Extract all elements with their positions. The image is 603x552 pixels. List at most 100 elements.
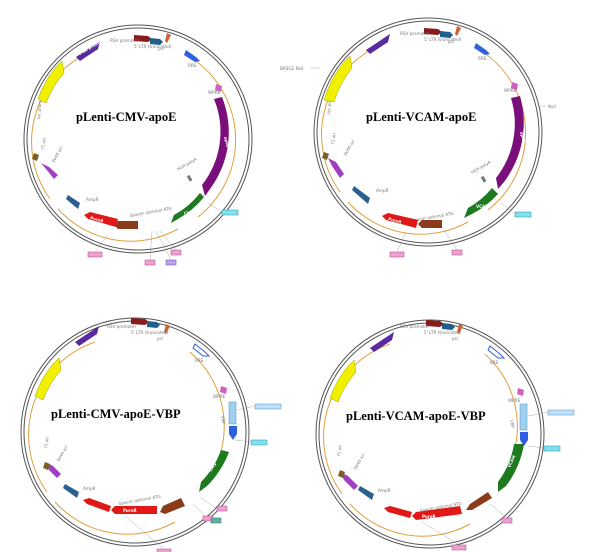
rre-label: RRE [188, 63, 197, 68]
bottom-tag-3 [165, 259, 177, 266]
ampr-label: AmpR [83, 486, 96, 491]
spacer-feature [466, 492, 492, 510]
rsv-promoter-feature [426, 320, 444, 327]
bottom-tag-4 [170, 249, 182, 256]
rsv-promoter-label: RSV promoter [107, 324, 136, 329]
psi-label: psi [157, 336, 163, 341]
spacer-label: Spacer optional ATG [118, 494, 161, 506]
puro-label: PuroR [388, 216, 402, 224]
apoe-cds-label: apoE [223, 136, 231, 148]
puro-feature-2 [384, 506, 412, 518]
inner-arc-left [31, 48, 99, 200]
apoe-cds-feature [520, 432, 528, 446]
rre-feature [192, 343, 211, 357]
cppt-marker [220, 386, 227, 394]
rsv-promoter-feature [134, 35, 152, 42]
utr-label: 5' LTR (truncated) [134, 44, 172, 49]
sv40-feature [41, 163, 58, 179]
pgk-feature [75, 326, 99, 346]
inner-arc-left [321, 41, 389, 193]
wpre-label: WPRE [504, 88, 517, 93]
bottom-tag-2 [501, 517, 513, 524]
wpre-label: WPRE [208, 90, 221, 95]
puro-label: PuroR [90, 215, 104, 223]
sv40-label: SV40 ori [353, 453, 366, 471]
vcam-feature [498, 444, 524, 492]
hgh-polya-marker [186, 174, 193, 182]
puro-label: PuroR [123, 508, 137, 513]
bottom-tag-4 [210, 517, 222, 524]
vbp-label: VBP [509, 419, 515, 428]
backbone-ring-outer [20, 317, 250, 547]
rsv-promoter-feature [424, 28, 442, 35]
psi-label: psi [452, 336, 458, 341]
inner-arc-right [189, 351, 225, 473]
f1-ori-label: f1 ori [40, 138, 47, 150]
apoe-cds-label: apoE [519, 131, 527, 143]
inner-arc-right [482, 51, 527, 211]
map-4-title: pLenti-VCAM-apoE-VBP [346, 409, 486, 423]
backbone-ring-inner [26, 27, 250, 251]
rre-label: RRE [478, 56, 487, 61]
backbone-ring-outer [23, 24, 253, 254]
ampr-label: AmpR [378, 488, 391, 493]
ori-feature [329, 359, 357, 403]
ampr-feature [63, 484, 79, 498]
vbp-feature [228, 401, 237, 425]
vbp-feature [519, 403, 528, 431]
psi-label: psi [448, 39, 454, 44]
ori-feature [34, 357, 62, 401]
psi-marker [165, 33, 171, 43]
puro-feature [111, 506, 157, 514]
vbp-label: VBP [220, 415, 226, 424]
cmv-feature [199, 450, 229, 492]
psi-marker [455, 26, 461, 36]
ampr-feature [358, 486, 374, 500]
utr-feature [147, 321, 160, 328]
hgh-polya-marker [480, 175, 487, 183]
f1-ori-label: f1 ori [43, 437, 50, 449]
bottom-tag-2 [144, 259, 156, 266]
spacer-label: Spacer optional ATG [129, 206, 172, 218]
rre-label: RRE [490, 360, 499, 365]
inner-arc-right [484, 353, 518, 465]
right-tag-1 [221, 209, 239, 216]
right-tag-1 [543, 445, 561, 452]
utr-feature [440, 31, 453, 38]
ori-feature [323, 55, 353, 103]
rsv-promoter-label: RSV promoter [400, 31, 429, 36]
utr-feature [442, 323, 455, 330]
pgk-feature [366, 34, 390, 54]
psi-marker [457, 324, 463, 334]
puro-label: PuroR [422, 514, 436, 519]
utr-label: 5' LTR (truncated) [424, 330, 462, 335]
hgh-polya-label: hGH polyA [470, 159, 492, 174]
psi-label: psi [158, 46, 164, 51]
sv40-feature [328, 158, 344, 178]
bottom-tag-3 [216, 505, 228, 512]
bottom-tag-1 [451, 544, 467, 551]
pgk-feature [76, 41, 100, 61]
f1-ori-marker [43, 462, 50, 470]
cmv-label: CMV [184, 211, 195, 216]
ampr-label: AmpR [86, 197, 99, 202]
cmv-label: CMV [208, 461, 218, 473]
f1-ori-label: f1 ori [336, 445, 343, 457]
utr-feature [150, 38, 163, 45]
f1-ori-label: f1 ori [330, 133, 337, 145]
left-site-label: BRSG2 NsiI [280, 66, 303, 71]
rre-label: RRE [195, 358, 204, 363]
bottom-tag-1 [389, 251, 405, 258]
vcam-label: VCAM [506, 454, 516, 468]
f1-ori-marker [322, 152, 329, 160]
inner-arc-bottom [349, 503, 471, 537]
psi-marker [164, 324, 170, 334]
puro-feature-2 [83, 498, 111, 512]
spacer-feature [114, 221, 138, 229]
sv40-feature [340, 472, 358, 490]
plasmid-map-1: RSV promoter 5' LTR (truncated) psi RRE … [23, 24, 253, 266]
backbone-ring-outer [313, 17, 543, 247]
ampr-feature [352, 186, 370, 204]
cppt-marker [511, 82, 518, 90]
